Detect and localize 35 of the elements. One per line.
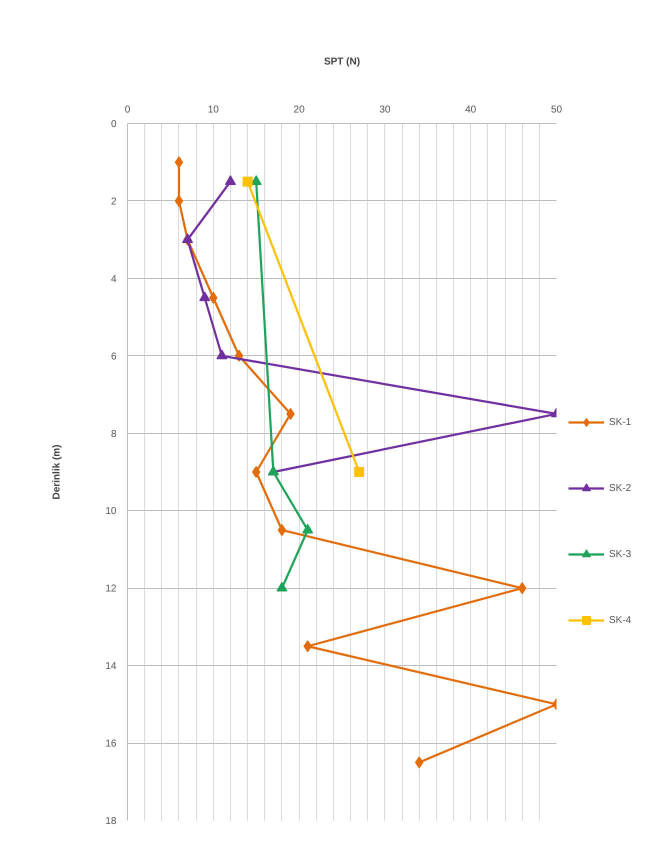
x-tick-label: 0 xyxy=(124,104,131,116)
x-tick-label: 20 xyxy=(294,104,306,116)
x-tick-label: 40 xyxy=(465,104,477,116)
point xyxy=(252,466,260,478)
point xyxy=(174,194,184,207)
legend-label: SK-4 xyxy=(609,614,632,626)
point xyxy=(302,524,314,534)
y-tick-label: 4 xyxy=(110,274,117,285)
point xyxy=(278,524,286,536)
y-tick-label: 0 xyxy=(110,119,117,130)
y-tick-label: 2 xyxy=(110,196,117,208)
point xyxy=(216,350,228,360)
y-tick-label: 16 xyxy=(105,738,117,750)
y-axis-title: Derinlik (m) xyxy=(51,444,62,500)
x-axis-title: SPT (N) xyxy=(324,56,360,68)
y-tick-label: 12 xyxy=(105,584,117,595)
point xyxy=(286,408,295,420)
x-tick-label: 10 xyxy=(208,104,220,116)
point xyxy=(276,582,288,592)
y-tick-label: 6 xyxy=(110,351,117,362)
point xyxy=(174,156,184,168)
y-tick-label: 10 xyxy=(105,506,117,518)
point xyxy=(224,175,236,185)
legend-label: SK-3 xyxy=(609,548,632,560)
x-tick-label: 50 xyxy=(550,104,562,116)
legend-label: SK-1 xyxy=(609,416,632,428)
point xyxy=(182,233,194,244)
y-tick-label: 8 xyxy=(110,428,117,440)
point xyxy=(354,467,364,477)
legend-label: SK-2 xyxy=(609,482,632,494)
point xyxy=(242,176,253,187)
x-tick-label: 30 xyxy=(379,104,391,116)
y-tick-label: 14 xyxy=(105,661,117,672)
point xyxy=(199,291,210,302)
y-tick-label: 18 xyxy=(105,816,117,827)
